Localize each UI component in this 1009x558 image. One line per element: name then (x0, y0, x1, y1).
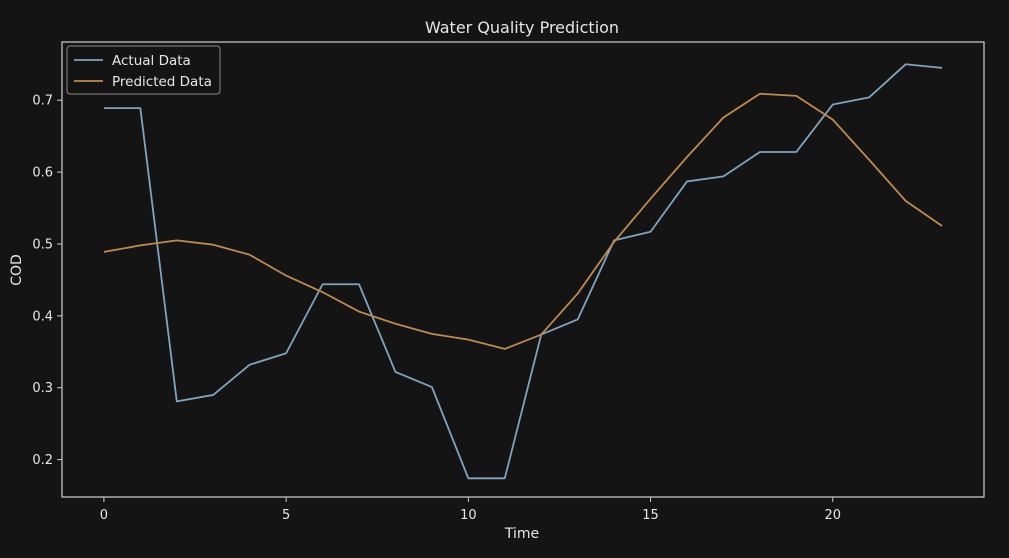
x-tick-label: 5 (282, 508, 290, 523)
series-line-actual (103, 63, 943, 480)
legend-box (66, 45, 221, 95)
legend-label-actual: Actual Data (112, 53, 191, 69)
y-tick-label: 0.3 (32, 381, 53, 396)
legend-label-predicted: Predicted Data (112, 74, 212, 90)
legend: Actual Data Predicted Data (66, 45, 221, 95)
y-tick-label: 0.2 (32, 453, 53, 468)
axes-frame (61, 41, 985, 498)
series-line-predicted (103, 92, 943, 350)
x-tick-label: 15 (642, 508, 659, 523)
y-tick-label: 0.6 (32, 166, 53, 181)
x-tick-label: 0 (100, 508, 108, 523)
plot-area: 0 5 10 15 20 0.2 0.3 0.4 0.5 0.6 0.7 (32, 41, 985, 523)
y-axis-title: COD (9, 254, 25, 286)
y-tick-label: 0.7 (32, 94, 53, 109)
x-axis-title: Time (504, 526, 539, 542)
y-tick-label: 0.5 (32, 237, 53, 252)
y-tick-label: 0.4 (32, 309, 53, 324)
x-tick-label: 20 (824, 508, 841, 523)
x-tick-label: 10 (460, 508, 477, 523)
chart-title: Water Quality Prediction (425, 18, 619, 37)
